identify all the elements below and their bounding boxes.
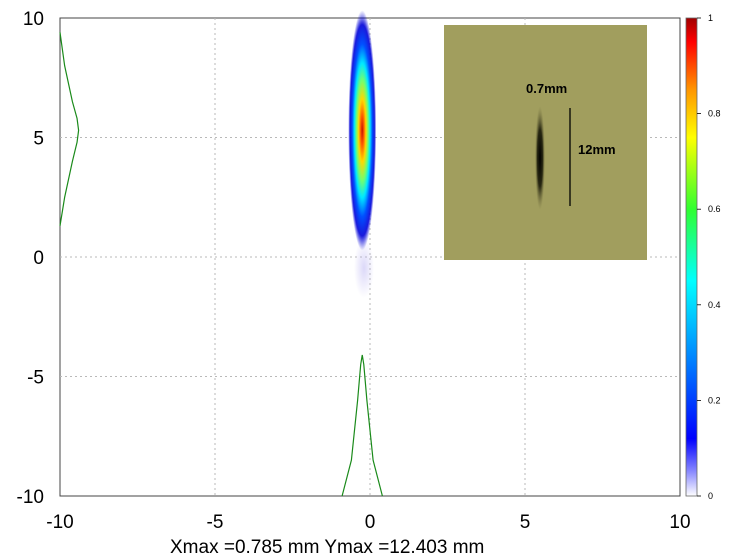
vertical-profile-curve [59, 32, 80, 227]
colorbar: 1 0.8 0.6 0.4 0.2 0 [685, 13, 721, 501]
beam-spot-tail [354, 238, 374, 298]
x-tick-label: -10 [46, 512, 73, 533]
x-axis-ticks: -10 -5 0 5 10 [46, 512, 690, 533]
x-tick-label: -5 [207, 512, 224, 533]
y-tick-label: -5 [27, 368, 44, 389]
beam-spot [348, 10, 377, 251]
colorbar-gradient [685, 17, 698, 497]
inset-image: 0.7mm 12mm [444, 25, 647, 260]
y-tick-label: 5 [33, 129, 44, 150]
horizontal-profile-curve [341, 354, 383, 497]
x-tick-label: 5 [520, 512, 531, 533]
x-tick-label: 0 [365, 512, 376, 533]
colorbar-tick-label: 0.2 [708, 395, 721, 405]
x-tick-label: 10 [669, 512, 690, 533]
colorbar-tick-label: 0.8 [708, 109, 721, 119]
inset-width-label: 0.7mm [526, 81, 567, 96]
inset-spot [535, 106, 545, 210]
y-tick-label: -10 [17, 487, 44, 508]
inset-background [444, 25, 647, 260]
colorbar-tick-label: 0 [708, 491, 713, 501]
colorbar-tick-label: 0.4 [708, 300, 721, 310]
colorbar-tick-label: 1 [708, 13, 713, 23]
colorbar-ticks: 1 0.8 0.6 0.4 0.2 0 [697, 13, 721, 501]
inset-height-label: 12mm [578, 142, 616, 157]
colorbar-tick-label: 0.6 [708, 204, 721, 214]
max-readout: Xmax =0.785 mm Ymax =12.403 mm [170, 537, 484, 557]
y-axis-ticks: 10 5 0 -5 -10 [17, 9, 44, 508]
y-tick-label: 10 [23, 9, 44, 30]
y-tick-label: 0 [33, 248, 44, 269]
